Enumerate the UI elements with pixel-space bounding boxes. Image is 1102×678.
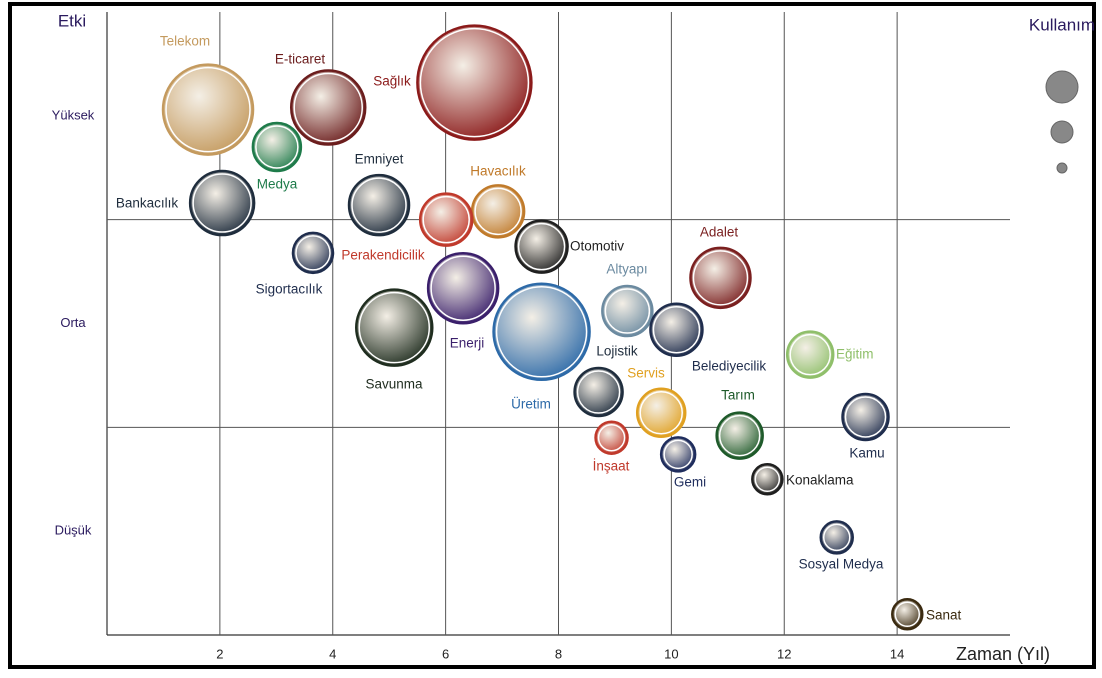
bubble-ring <box>844 396 887 438</box>
bubble-ring <box>639 391 683 435</box>
bubble <box>426 251 500 325</box>
bubble <box>841 392 890 442</box>
y-axis-title: Etki <box>58 11 86 30</box>
bubble <box>715 411 764 460</box>
bubble <box>594 420 629 455</box>
bubble-ring <box>517 222 566 271</box>
bubble-ring <box>576 370 621 414</box>
bubble-label: Telekom <box>160 34 210 49</box>
bubble-ring <box>255 125 299 169</box>
bubble-label: Otomotiv <box>570 239 624 254</box>
bubble-ring <box>495 286 588 378</box>
bubble-ring <box>474 187 522 236</box>
bubble-label: Altyapı <box>606 262 647 277</box>
legend-size-large <box>1045 70 1079 104</box>
bubble-label: Eğitim <box>836 347 874 362</box>
bubble-label: Sigortacılık <box>256 282 323 297</box>
bubble-ring <box>358 291 431 364</box>
bubble-label: Medya <box>257 177 298 192</box>
bubble <box>635 387 687 439</box>
bubble <box>470 184 526 239</box>
bubble-label: Sağlık <box>373 74 411 89</box>
bubble <box>347 173 411 237</box>
x-tick-label: 10 <box>664 646 678 661</box>
bubble <box>689 246 752 310</box>
legend-size-medium <box>1050 120 1074 144</box>
bubble <box>418 192 474 247</box>
bubble-label: Gemi <box>674 475 706 490</box>
bubble <box>514 219 569 274</box>
bubble-label: Konaklama <box>786 473 854 488</box>
bubble-label: Bankacılık <box>116 196 179 211</box>
bubble-label: Emniyet <box>355 152 404 167</box>
bubble-label: E-ticaret <box>275 52 326 67</box>
bubble-ring <box>754 466 781 492</box>
x-tick-label: 2 <box>216 646 223 661</box>
bubble-label: Enerji <box>450 336 485 351</box>
x-tick-label: 12 <box>777 646 791 661</box>
bubble-label: Havacılık <box>470 164 526 179</box>
bubble <box>751 463 784 496</box>
bubble <box>355 288 434 367</box>
bubble-ring <box>652 305 701 354</box>
bubble-label: Sosyal Medya <box>799 557 884 572</box>
bubble <box>573 366 624 418</box>
bubble-label: Belediyecilik <box>692 359 767 374</box>
bubble-ring <box>295 235 331 271</box>
bubble <box>819 520 854 555</box>
bubble-label: Perakendicilik <box>341 248 425 263</box>
y-tick-label: Orta <box>60 315 86 330</box>
bubble <box>891 597 924 631</box>
bubble-ring <box>165 66 251 153</box>
legend-size-small <box>1056 162 1068 174</box>
bubble-label: Üretim <box>511 397 551 412</box>
bubble-label: Lojistik <box>596 344 638 359</box>
y-tick-label: Yüksek <box>52 107 95 122</box>
bubble-ring <box>351 177 407 233</box>
y-tick-label: Düşük <box>55 523 92 538</box>
bubble <box>289 69 367 146</box>
bubble <box>601 284 654 338</box>
legend-title: Kullanım <box>1029 15 1095 34</box>
bubble-ring <box>718 414 761 457</box>
x-tick-label: 8 <box>555 646 562 661</box>
bubble-ring <box>894 601 921 627</box>
bubble <box>251 121 303 173</box>
bubble-label: Savunma <box>365 377 423 392</box>
bubble-ring <box>789 333 831 376</box>
bubble-label: Kamu <box>849 446 884 461</box>
bubble-label: Servis <box>627 366 665 381</box>
bubble-label: Tarım <box>721 388 755 403</box>
bubble <box>659 436 697 473</box>
x-axis-title: Zaman (Yıl) <box>956 644 1050 664</box>
bubble-ring <box>692 250 749 306</box>
bubble-ring <box>663 439 693 470</box>
bubble <box>785 330 835 379</box>
x-tick-label: 6 <box>442 646 449 661</box>
bubble-label: Sanat <box>926 608 962 623</box>
bubble <box>416 24 533 141</box>
x-tick-label: 4 <box>329 646 336 661</box>
bubble-ring <box>822 523 851 552</box>
bubble-ring <box>604 288 651 334</box>
bubble-ring <box>422 195 470 244</box>
bubble-label: İnşaat <box>593 459 630 474</box>
bubble-ring <box>293 72 363 143</box>
bubble <box>291 231 335 275</box>
bubble-label: Adalet <box>700 225 739 240</box>
x-tick-label: 14 <box>890 646 904 661</box>
bubble <box>161 63 255 156</box>
bubble <box>649 302 704 357</box>
bubble-ring <box>597 423 626 452</box>
bubble <box>492 282 591 382</box>
bubble-ring <box>430 255 496 321</box>
bubble-ring <box>419 27 530 138</box>
bubble <box>188 169 256 237</box>
bubble-ring <box>192 173 252 233</box>
